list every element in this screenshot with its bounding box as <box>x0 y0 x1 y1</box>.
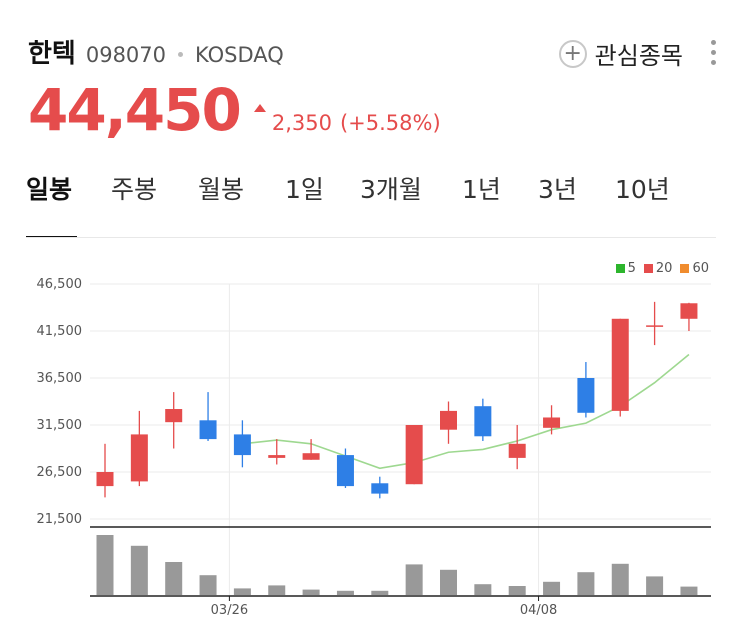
tab-daily[interactable]: 일봉 <box>26 175 73 204</box>
add-favorite-button[interactable]: + 관심종목 <box>558 36 683 71</box>
volume-bar <box>302 589 320 595</box>
tab-10years[interactable]: 10년 <box>615 175 670 204</box>
legend-item-ma20: 20 <box>643 261 673 276</box>
market-name: KOSDAQ <box>195 43 284 67</box>
more-menu-icon[interactable] <box>709 40 717 65</box>
plus-icon: + <box>558 39 587 68</box>
candle-body-up <box>646 325 664 327</box>
legend-label-ma5: 5 <box>627 261 636 276</box>
volume-bar <box>405 564 423 595</box>
candle-body-down <box>233 434 251 456</box>
candle-body-down <box>199 420 217 440</box>
y-tick-label: 46,500 <box>37 277 83 292</box>
price-row: 44,450 2,350 (+5.58%) <box>28 76 441 144</box>
tab-1day[interactable]: 1일 <box>285 175 324 204</box>
y-tick-label: 41,500 <box>37 324 83 339</box>
price-change-percent: (+5.58%) <box>339 111 441 135</box>
tab-3years[interactable]: 3년 <box>538 175 577 204</box>
tab-1year[interactable]: 1년 <box>462 175 501 204</box>
volume-bar <box>680 586 698 595</box>
separator-dot <box>178 52 184 57</box>
candle-body-down <box>474 406 492 437</box>
legend-label-ma20: 20 <box>655 261 673 276</box>
volume-bar <box>646 576 664 595</box>
favorite-label: 관심종목 <box>594 42 683 70</box>
candle-body-up <box>440 410 457 430</box>
volume-bar <box>336 590 354 595</box>
tab-weekly[interactable]: 주봉 <box>111 175 158 204</box>
volume-bar <box>440 569 457 595</box>
candle-body-up <box>96 472 114 487</box>
up-arrow-icon <box>253 104 266 112</box>
volume-bar <box>165 562 183 595</box>
current-price: 44,450 <box>28 76 242 144</box>
stock-code: 098070 <box>85 43 167 67</box>
volume-bar <box>268 585 286 595</box>
legend-swatch-ma20 <box>643 264 653 273</box>
candle-body-up <box>508 443 526 458</box>
volume-bar <box>508 586 526 595</box>
volume-bar <box>199 575 217 595</box>
price-change: 2,350 <box>271 111 332 135</box>
chart-legend: 5 20 60 <box>615 261 709 276</box>
legend-swatch-ma5 <box>615 264 625 273</box>
candle-body-down <box>336 455 354 487</box>
candle-body-down <box>371 483 389 494</box>
x-tick-label: 04/08 <box>520 603 557 618</box>
y-tick-label: 36,500 <box>37 371 83 386</box>
y-tick-label: 21,500 <box>37 512 83 527</box>
tab-monthly[interactable]: 월봉 <box>198 175 245 204</box>
candle-body-up <box>268 455 286 458</box>
volume-bar <box>233 588 251 595</box>
volume-bar <box>371 590 389 595</box>
legend-item-ma5: 5 <box>615 261 636 276</box>
candle-body-up <box>405 425 423 485</box>
volume-bar <box>474 584 492 595</box>
candle-body-up <box>611 318 629 411</box>
legend-item-ma60: 60 <box>680 261 709 276</box>
x-tick-label: 03/26 <box>211 603 248 618</box>
legend-label-ma60: 60 <box>692 261 709 276</box>
stock-header: 한텍 098070 KOSDAQ <box>28 33 284 70</box>
volume-bar <box>577 572 595 595</box>
y-tick-label: 31,500 <box>37 418 83 433</box>
tabs-divider <box>26 237 716 238</box>
candle-body-up <box>543 417 561 428</box>
candle-body-up <box>302 453 320 460</box>
candle-body-up <box>165 409 183 423</box>
candle-body-up <box>130 434 148 482</box>
volume-bar <box>96 535 114 595</box>
period-tabs: 일봉 주봉 월봉 1일 3개월 1년 3년 10년 <box>0 170 743 238</box>
candle-body-down <box>577 378 595 413</box>
legend-swatch-ma60 <box>680 264 690 273</box>
candle-body-up <box>680 303 698 319</box>
y-tick-label: 26,500 <box>37 465 83 480</box>
tab-3months[interactable]: 3개월 <box>360 175 422 204</box>
stock-name: 한텍 <box>28 39 76 69</box>
volume-bar <box>611 563 629 595</box>
volume-bar <box>130 545 148 595</box>
volume-bar <box>543 581 561 595</box>
